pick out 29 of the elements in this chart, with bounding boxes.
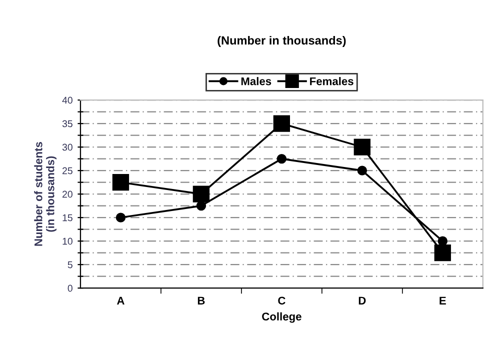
point [196,200,206,211]
y-tick-label: 0 [68,284,72,292]
y-tick-label: 35 [62,120,72,128]
point [116,212,126,222]
chart-title: (Number in thousands) [218,36,346,47]
y-tick-label: 25 [62,167,72,174]
point [112,174,130,191]
point [357,166,368,176]
point [273,115,290,132]
point [354,138,370,156]
x-tick-label: B [198,296,205,304]
y-tick-label: 20 [62,190,72,198]
y-tick-label: 40 [62,96,72,104]
legend-label: Females [310,77,354,86]
y-tick-label: 30 [62,144,72,151]
y-axis-title: Number of students (in thousands) [34,142,56,246]
point [438,236,448,246]
point [276,154,287,164]
y-tick-label: 5 [68,261,72,268]
x-tick-label: D [358,296,366,304]
x-tick-label: C [278,296,286,305]
point [192,186,210,202]
legend-label: Males [241,77,272,86]
y-tick-label: 10 [62,238,72,245]
point [434,244,451,262]
x-tick-label: A [116,296,124,304]
y-tick-label: 15 [62,214,72,222]
x-tick-label: E [440,296,446,304]
x-axis-title: College [262,312,302,323]
